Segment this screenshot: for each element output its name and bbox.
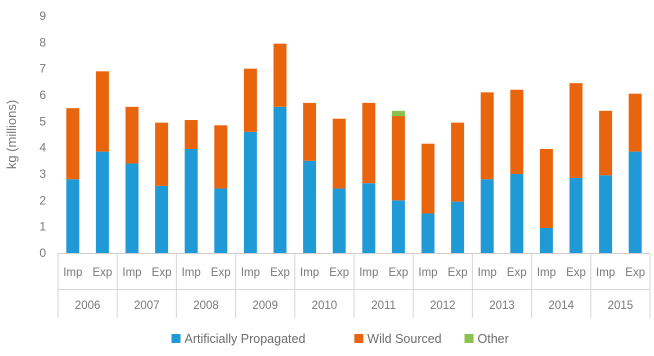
x-tick-label: Imp xyxy=(537,267,556,279)
x-tick-label: Exp xyxy=(92,267,112,279)
bar-segment-wild-sourced xyxy=(95,71,109,152)
bar-segment-wild-sourced xyxy=(539,148,553,228)
x-tick-label: Exp xyxy=(388,267,408,279)
x-tick-label: Imp xyxy=(241,267,260,279)
y-tick-label: 9 xyxy=(39,9,46,23)
bar-segment-wild-sourced xyxy=(303,102,317,161)
bar-segment-artificially-propagated xyxy=(243,131,257,253)
bar-segment-artificially-propagated xyxy=(273,106,287,253)
bar-segment-wild-sourced xyxy=(480,92,494,180)
x-tick-label: Exp xyxy=(566,267,586,279)
x-tick-label: Imp xyxy=(359,267,378,279)
y-tick-label: 1 xyxy=(39,220,46,234)
legend-label: Other xyxy=(478,332,509,346)
x-tick-label: Imp xyxy=(596,267,615,279)
x-group-label: 2008 xyxy=(193,300,219,312)
x-group-label: 2007 xyxy=(134,300,160,312)
bar-segment-wild-sourced xyxy=(628,93,642,152)
legend-item-other: Other xyxy=(464,332,509,346)
x-group-label: 2014 xyxy=(548,300,574,312)
y-tick-label: 4 xyxy=(39,141,46,155)
bar-segment-wild-sourced xyxy=(451,122,465,202)
bar-segment-artificially-propagated xyxy=(539,227,553,253)
y-axis-title-group: kg (millions) xyxy=(4,100,19,169)
x-tick-label: Imp xyxy=(478,267,497,279)
bar-segment-artificially-propagated xyxy=(510,174,524,253)
x-tick-label: Exp xyxy=(507,267,527,279)
x-tick-label: Exp xyxy=(448,267,468,279)
bar-segment-wild-sourced xyxy=(125,106,139,164)
bar-segment-artificially-propagated xyxy=(628,151,642,253)
bar-segment-wild-sourced xyxy=(391,116,405,201)
bar-segment-artificially-propagated xyxy=(362,183,376,253)
x-group-label: 2012 xyxy=(430,300,456,312)
bar-segment-artificially-propagated xyxy=(569,177,583,253)
legend-swatch xyxy=(171,334,181,343)
bar-segment-artificially-propagated xyxy=(451,201,465,253)
y-tick-label: 2 xyxy=(39,193,46,207)
legend-swatch xyxy=(464,334,474,343)
x-tick-label: Exp xyxy=(211,267,231,279)
bar-segment-artificially-propagated xyxy=(599,175,613,253)
x-group-label: 2013 xyxy=(489,300,515,312)
bar-segment-artificially-propagated xyxy=(303,160,317,253)
legend-label: Artificially Propagated xyxy=(185,332,306,346)
bar-segment-artificially-propagated xyxy=(332,188,346,253)
bar-segment-wild-sourced xyxy=(362,102,376,184)
y-axis: 0 1 2 3 4 5 6 7 8 9 xyxy=(39,9,46,260)
x-group-label: 2015 xyxy=(608,300,634,312)
x-tick-label: Imp xyxy=(63,267,82,279)
bar-segment-wild-sourced xyxy=(155,122,169,186)
x-group-label: 2011 xyxy=(371,300,396,312)
bar-segment-artificially-propagated xyxy=(66,179,80,253)
y-tick-label: 5 xyxy=(39,114,46,128)
legend-item-wild-sourced: Wild Sourced xyxy=(354,332,442,346)
x-group-label: 2010 xyxy=(312,300,338,312)
bar-segment-wild-sourced xyxy=(184,120,198,149)
x-group-label: 2006 xyxy=(75,300,101,312)
legend: Artificially Propagated Wild Sourced Other xyxy=(171,332,509,346)
legend-label: Wild Sourced xyxy=(367,332,441,346)
y-tick-label: 6 xyxy=(39,88,46,102)
bar-segment-artificially-propagated xyxy=(184,148,198,253)
y-tick-label: 3 xyxy=(39,167,46,181)
legend-swatch xyxy=(354,334,364,343)
bar-segment-wild-sourced xyxy=(569,83,583,178)
bar-segment-artificially-propagated xyxy=(95,151,109,253)
bar-segment-wild-sourced xyxy=(243,68,257,132)
x-group-label: 2009 xyxy=(252,300,278,312)
y-tick-label: 7 xyxy=(39,62,46,76)
bar-segment-wild-sourced xyxy=(510,89,524,174)
x-tick-label: Exp xyxy=(625,267,645,279)
bar-segment-artificially-propagated xyxy=(125,163,139,253)
y-tick-label: 0 xyxy=(39,246,46,260)
x-axis: Imp Exp Imp Exp Imp Exp Imp Exp Imp Exp Imp Exp Imp E… xyxy=(57,253,651,318)
x-tick-label: Exp xyxy=(329,267,349,279)
bar-segment-artificially-propagated xyxy=(421,213,435,253)
bar-segment-artificially-propagated xyxy=(480,179,494,253)
bar-segment-wild-sourced xyxy=(421,143,435,214)
bar-segment-wild-sourced xyxy=(66,108,80,180)
y-tick-label: 8 xyxy=(39,35,46,49)
bar-segment-wild-sourced xyxy=(332,118,346,189)
x-tick-label: Imp xyxy=(300,267,319,279)
bar-segment-wild-sourced xyxy=(273,43,287,107)
bar-segment-artificially-propagated xyxy=(155,185,169,253)
bar-segment-wild-sourced xyxy=(214,125,228,189)
x-tick-label: Imp xyxy=(182,267,201,279)
x-tick-label: Imp xyxy=(122,267,141,279)
bar-segment-wild-sourced xyxy=(599,110,613,176)
legend-item-artificially-propagated: Artificially Propagated xyxy=(171,332,306,346)
bar-segment-other xyxy=(391,110,405,117)
y-axis-title: kg (millions) xyxy=(4,100,19,169)
bar-segment-artificially-propagated xyxy=(391,200,405,253)
x-tick-label: Exp xyxy=(152,267,172,279)
x-tick-label: Imp xyxy=(418,267,437,279)
bar-segment-artificially-propagated xyxy=(214,188,228,253)
x-tick-label: Exp xyxy=(270,267,290,279)
bars xyxy=(66,43,642,253)
